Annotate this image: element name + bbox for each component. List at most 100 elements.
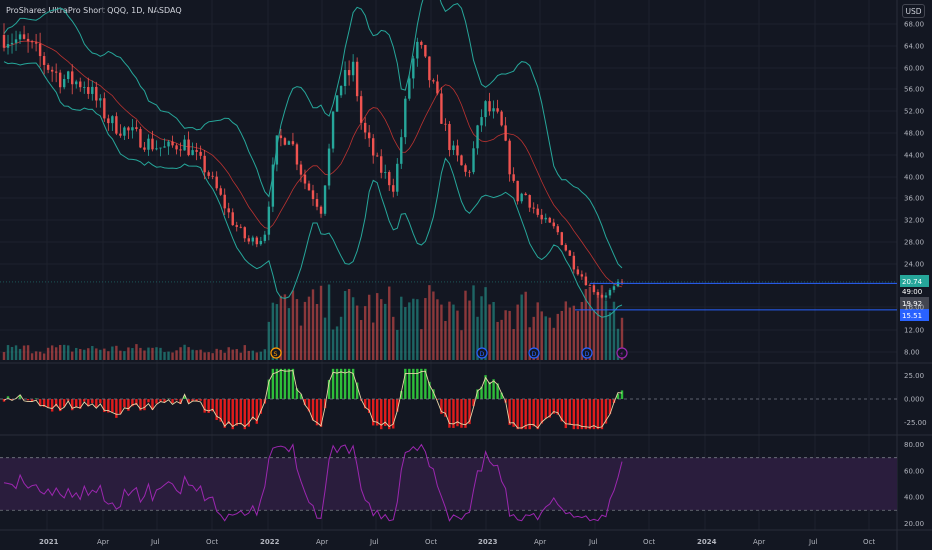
- oscillator-bar: [207, 399, 210, 413]
- oscillator-bar: [500, 392, 503, 399]
- candle-body: [175, 145, 178, 150]
- oscillator-bar: [275, 368, 279, 399]
- oscillator-bar: [355, 382, 359, 399]
- oscillator-bar: [584, 399, 588, 430]
- volume-bar: [54, 347, 58, 360]
- volume-bar: [183, 344, 186, 360]
- oscillator-bar: [620, 390, 624, 399]
- candle-body: [275, 135, 279, 165]
- price-tick-label: 48.00: [904, 130, 924, 138]
- prev-close-label-bg: [900, 297, 929, 309]
- volume-bar: [556, 313, 559, 360]
- event-marker: [581, 347, 593, 359]
- volume-bar: [540, 311, 543, 360]
- time-tick-label: Apr: [97, 538, 109, 546]
- time-tick-label: Apr: [534, 538, 546, 546]
- candle-body: [50, 69, 54, 72]
- oscillator-bar: [147, 399, 150, 403]
- volume-bar: [50, 345, 54, 360]
- candle-body: [396, 163, 399, 192]
- volume-bar: [131, 348, 134, 360]
- candle-body: [71, 71, 74, 85]
- oscillator-bar: [227, 399, 230, 424]
- time-tick-label: 2021: [39, 538, 59, 546]
- volume-bar: [347, 289, 351, 360]
- candle-body: [75, 81, 78, 85]
- candle-body: [211, 175, 214, 177]
- oscillator-bar: [2, 399, 6, 402]
- oscillator-bar: [239, 399, 242, 425]
- volume-bar: [10, 346, 14, 360]
- bb-lower-line: [3, 61, 623, 318]
- oscillator-bar: [384, 399, 387, 427]
- currency-button[interactable]: USD: [902, 4, 925, 18]
- oscillator-bar: [38, 399, 42, 406]
- volume-bar: [580, 301, 584, 360]
- oscillator-bar: [512, 399, 515, 427]
- oscillator-bar: [30, 399, 34, 402]
- oscillator-bar: [311, 399, 315, 421]
- volume-bar: [456, 310, 459, 360]
- candle-body: [159, 147, 162, 149]
- oscillator-bar: [203, 399, 206, 413]
- volume-bar: [548, 317, 551, 360]
- candle-body: [259, 240, 263, 245]
- candle-body: [199, 151, 202, 156]
- oscillator-bar: [119, 399, 122, 415]
- volume-bar: [460, 330, 463, 360]
- oscillator-bar: [259, 399, 263, 414]
- volume-bar: [199, 349, 202, 360]
- price-tick-label: 8.00: [904, 349, 920, 357]
- candle-body: [392, 185, 395, 192]
- candle-body: [564, 244, 568, 251]
- oscillator-bar: [548, 399, 551, 418]
- candle-body: [476, 125, 479, 149]
- oscillator-bar: [580, 399, 584, 430]
- volume-bar: [119, 350, 122, 360]
- oscillator-bar: [616, 393, 620, 399]
- oscillator-bar: [71, 399, 74, 411]
- candle-body: [339, 86, 343, 96]
- volume-bar: [231, 349, 234, 360]
- oscillator-bar: [492, 379, 495, 399]
- volume-bar: [62, 344, 66, 360]
- rsi-band-fill: [0, 457, 897, 511]
- volume-bar: [191, 349, 194, 360]
- candle-body: [604, 295, 608, 298]
- oscillator-bar: [179, 399, 182, 405]
- candle-body: [536, 208, 539, 215]
- candle-body: [468, 171, 471, 173]
- candle-body: [428, 56, 431, 81]
- oscillator-bar: [18, 394, 22, 399]
- event-marker-letter: D: [584, 350, 589, 358]
- volume-bar: [91, 346, 94, 360]
- volume-bar: [151, 347, 154, 360]
- oscillator-bar: [10, 399, 14, 401]
- oscillator-bar: [75, 399, 78, 407]
- volume-bar: [243, 345, 246, 360]
- candle-body: [151, 138, 154, 150]
- volume-bar: [472, 285, 475, 360]
- oscillator-bar: [247, 399, 250, 427]
- candle-body: [436, 81, 439, 94]
- candle-body: [203, 155, 206, 173]
- candle-body: [592, 285, 596, 293]
- volume-bar: [323, 317, 327, 360]
- candle-body: [363, 122, 367, 133]
- oscillator-bar: [351, 368, 355, 399]
- oscillator-bar: [139, 399, 142, 411]
- oscillator-bar: [540, 399, 543, 424]
- candle-body: [480, 117, 483, 126]
- oscillator-bar: [231, 399, 234, 430]
- oscillator-bar: [199, 399, 202, 401]
- volume-bar: [279, 295, 283, 360]
- candle-body: [30, 41, 34, 43]
- oscillator-bar: [183, 395, 186, 399]
- oscillator-bar: [412, 368, 415, 399]
- volume-bar: [71, 351, 74, 360]
- candle-body: [616, 281, 620, 287]
- oscillator-bar: [123, 399, 126, 408]
- candle-body: [135, 127, 138, 130]
- volume-bar: [2, 352, 6, 360]
